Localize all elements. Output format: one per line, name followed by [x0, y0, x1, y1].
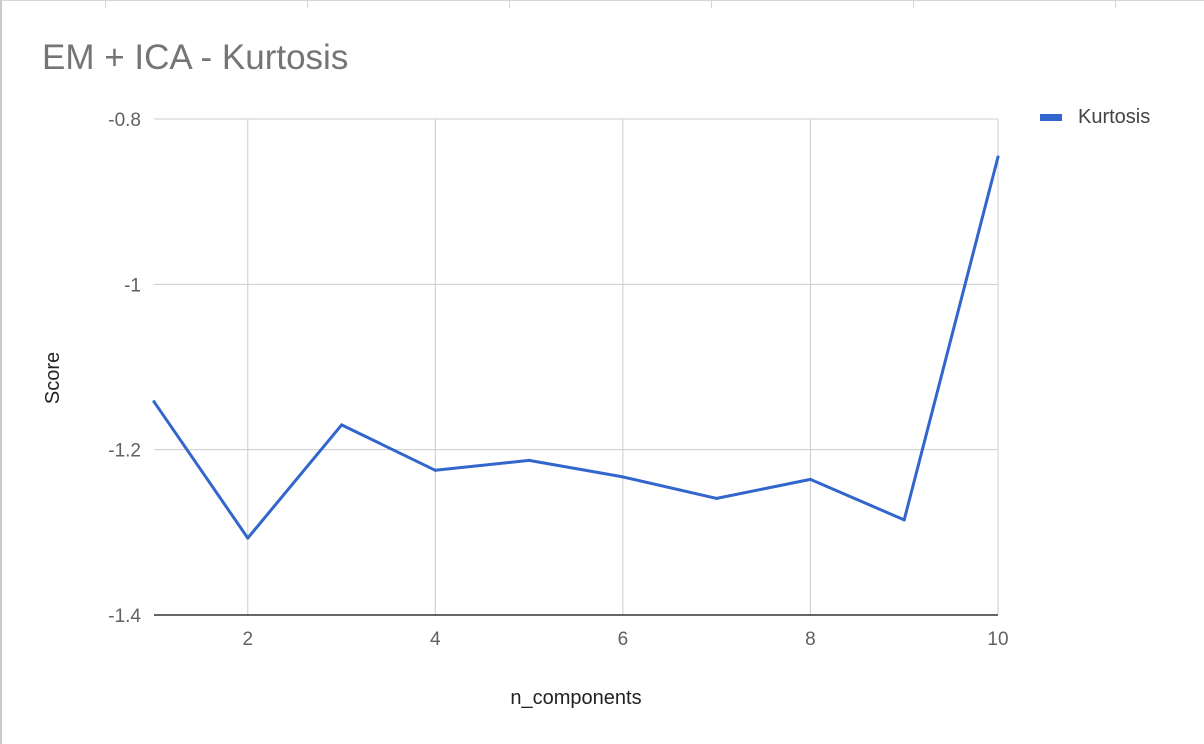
- data-point: [808, 477, 812, 481]
- sheet-gridline: [105, 0, 106, 8]
- x-tick-label: 10: [987, 629, 1008, 650]
- data-point: [902, 518, 906, 522]
- series-group: [152, 155, 1000, 540]
- data-point: [715, 496, 719, 500]
- data-point: [340, 423, 344, 427]
- sheet-gridline: [913, 0, 914, 8]
- data-point: [996, 155, 1000, 159]
- legend-swatch: [1040, 114, 1062, 121]
- y-tick-label: -1.4: [108, 606, 141, 627]
- x-tick-label: 4: [430, 629, 441, 650]
- x-tick-labels: 2 4 6 8 10: [242, 629, 1008, 650]
- sheet-gridline: [307, 0, 308, 8]
- x-axis-title: n_components: [510, 687, 641, 709]
- y-tick-label: -0.8: [108, 110, 141, 131]
- y-gridlines: [154, 118, 998, 616]
- y-tick-label: -1.2: [108, 441, 141, 462]
- data-point: [433, 468, 437, 472]
- x-gridlines: [247, 119, 999, 615]
- chart-title: EM + ICA - Kurtosis: [42, 38, 349, 77]
- sheet-gridline: [711, 0, 712, 8]
- x-tick-label: 6: [618, 629, 629, 650]
- y-tick-labels: -1.4 -1.2 -1 -0.8: [108, 110, 141, 627]
- legend-label: Kurtosis: [1078, 106, 1151, 128]
- series-line-kurtosis: [152, 155, 1000, 540]
- data-point: [621, 475, 625, 479]
- y-axis-title: Score: [42, 352, 64, 404]
- x-tick-label: 2: [242, 629, 253, 650]
- sheet-gridline: [1115, 0, 1116, 8]
- legend: Kurtosis: [1040, 106, 1150, 129]
- sheet-gridline: [509, 0, 510, 8]
- y-tick-label: -1: [124, 275, 141, 296]
- data-point: [152, 400, 156, 404]
- data-point: [246, 536, 250, 540]
- data-point: [527, 458, 531, 462]
- x-tick-label: 8: [805, 629, 816, 650]
